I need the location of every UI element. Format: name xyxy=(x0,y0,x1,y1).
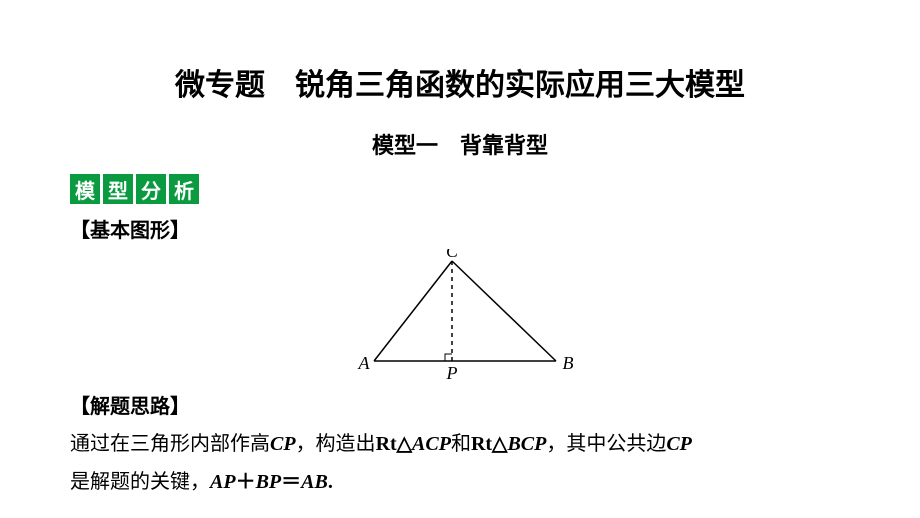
var-ap: AP xyxy=(210,471,236,493)
var-cp: CP xyxy=(666,433,692,455)
badge-cell: 模 xyxy=(70,174,100,204)
svg-text:A: A xyxy=(358,353,371,373)
main-title: 微专题 锐角三角函数的实际应用三大模型 xyxy=(70,60,850,104)
rt-prefix: Rt△ xyxy=(376,433,412,455)
svg-text:P: P xyxy=(446,363,458,379)
badge-cell: 分 xyxy=(136,174,166,204)
text: 和 xyxy=(451,433,471,455)
triangle-figure: C A B P xyxy=(330,249,590,379)
var-ab: AB xyxy=(301,471,328,493)
period: . xyxy=(328,471,333,493)
body-paragraph: 通过在三角形内部作高CP，构造出Rt△ACP和Rt△BCP，其中公共边CP 是解… xyxy=(70,425,850,501)
badge-cell: 型 xyxy=(103,174,133,204)
badge-row: 模 型 分 析 xyxy=(70,174,850,204)
rt-prefix: Rt△ xyxy=(471,433,507,455)
plus-sign: ＋ xyxy=(236,471,256,493)
text: ，其中公共边 xyxy=(546,433,666,455)
text: 是解题的关键， xyxy=(70,471,210,493)
var-cp: CP xyxy=(270,433,296,455)
text: ，构造出 xyxy=(296,433,376,455)
svg-text:B: B xyxy=(563,353,574,373)
section-solution-idea: 【解题思路】 xyxy=(70,390,850,419)
section-basic-figure: 【基本图形】 xyxy=(70,214,850,243)
text: 通过在三角形内部作高 xyxy=(70,433,270,455)
var-bcp: BCP xyxy=(507,433,546,455)
badge-cell: 析 xyxy=(169,174,199,204)
subtitle: 模型一 背靠背型 xyxy=(70,128,850,160)
equals-sign: ＝ xyxy=(281,471,301,493)
var-acp: ACP xyxy=(412,433,451,455)
figure-container: C A B P xyxy=(70,249,850,384)
svg-text:C: C xyxy=(446,249,459,261)
var-bp: BP xyxy=(256,471,282,493)
